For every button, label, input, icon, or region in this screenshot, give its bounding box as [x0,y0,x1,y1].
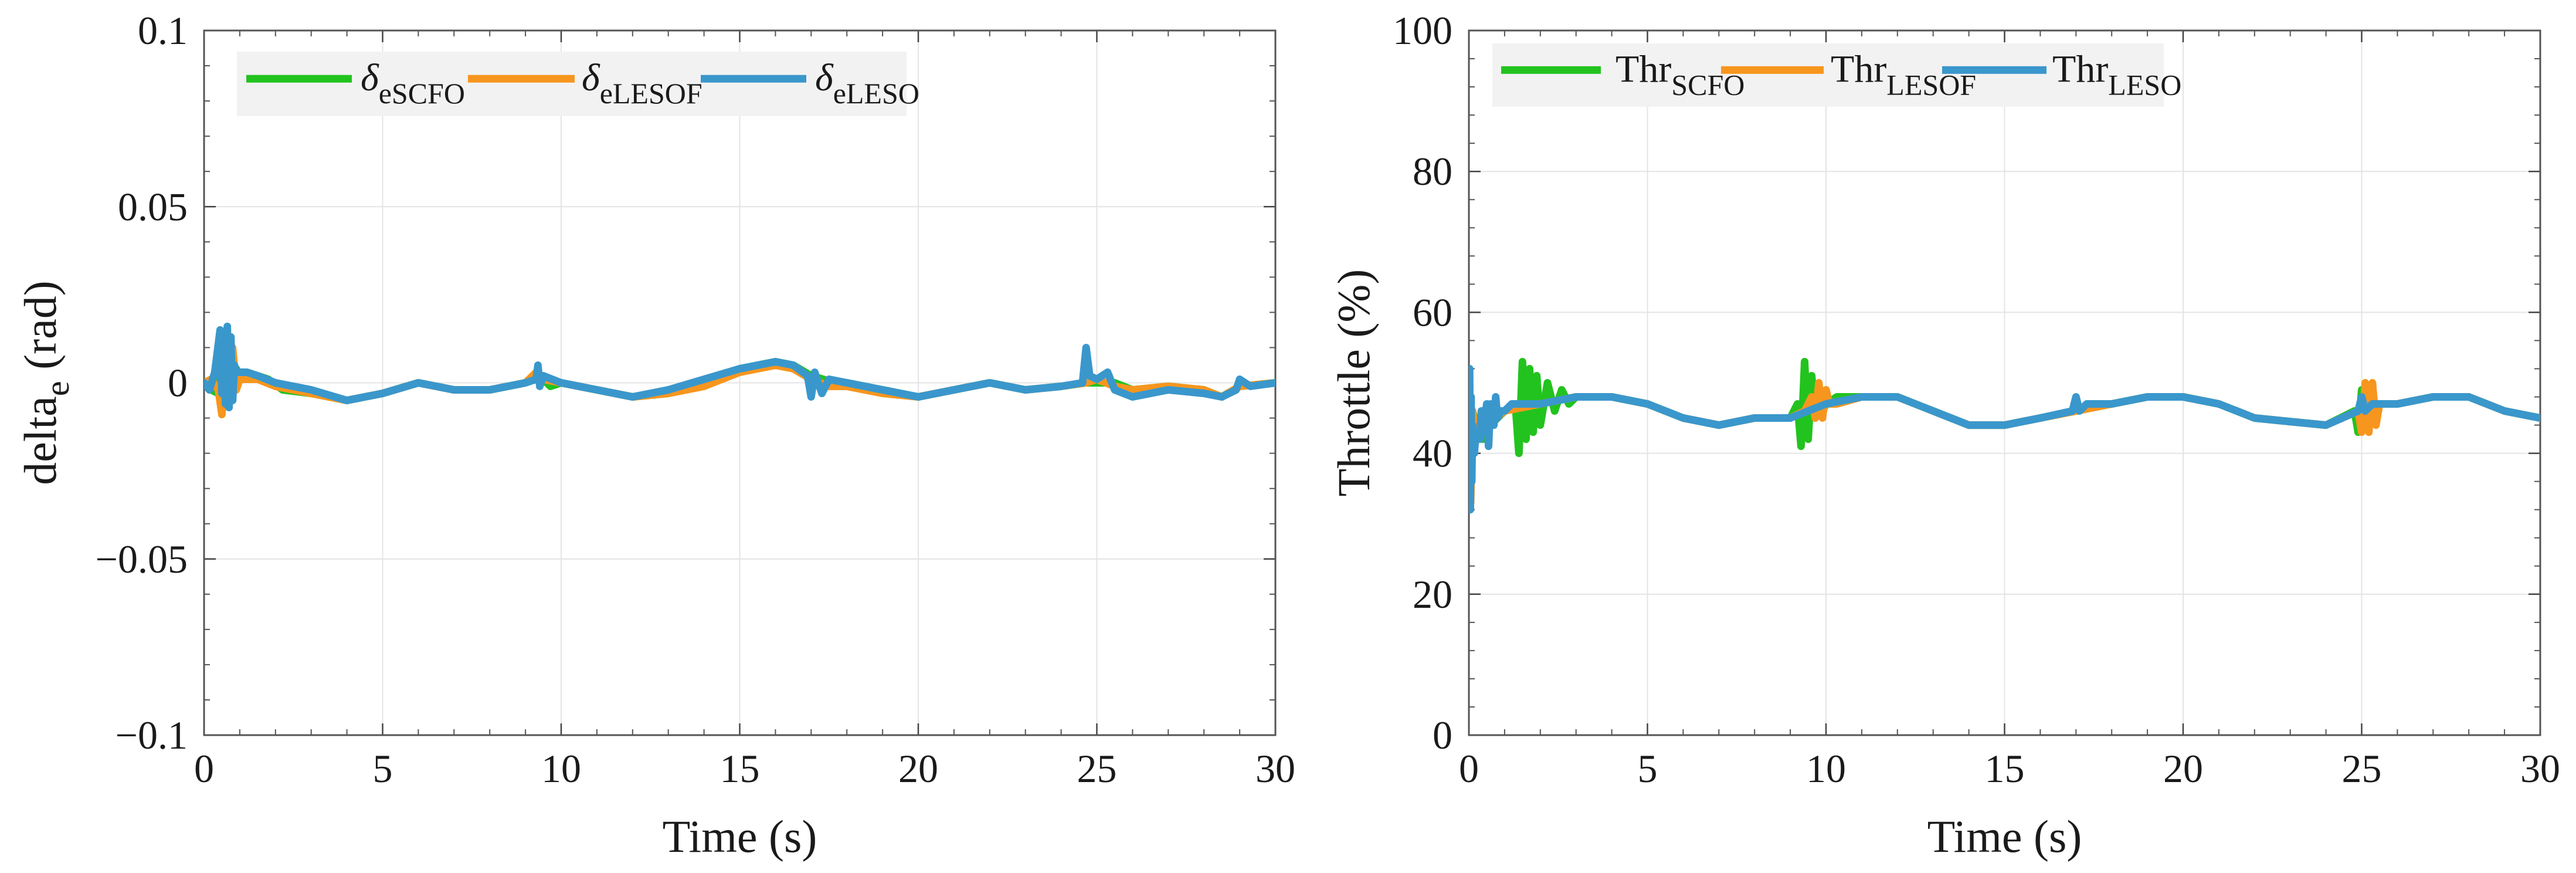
x-axis-title: Time (s) [663,811,817,862]
x-axis-title: Time (s) [1927,811,2082,862]
legend: ThrSCFO ThrLESOF ThrLESO [1492,43,2181,107]
x-tick-label: 5 [373,746,393,791]
y-tick-label: 40 [1413,431,1452,476]
x-tick-label: 20 [898,746,938,791]
x-tick-label: 10 [1806,746,1846,791]
x-tick-label: 20 [2163,746,2203,791]
x-tick-label: 30 [2520,746,2560,791]
legend-box [1492,43,2164,107]
x-tick-label: 15 [1985,746,2025,791]
legend-label-leso: ThrLESO [2052,48,2181,101]
x-tick-label: 25 [1077,746,1117,791]
series-line-leso [1469,365,2540,514]
legend-box [237,52,907,116]
y-tick-label: 100 [1393,8,1452,53]
x-tick-label: 25 [2342,746,2382,791]
y-tick-label: 60 [1413,290,1452,334]
series-group [1469,358,2540,514]
y-tick-label: 80 [1413,149,1452,194]
legend-label-escfo: δeSCFO [361,56,465,110]
y-tick-label: 0.1 [138,8,188,53]
legend-label-scfo: ThrSCFO [1615,48,1745,101]
x-tick-label: 30 [1255,746,1295,791]
legend-label-eleso: δeLESO [815,56,919,110]
x-tick-label: 0 [1459,746,1479,791]
legend-label-elesof: δeLESOF [582,56,702,110]
legend: δeSCFO δeLESOF δeLESO [237,52,919,116]
chart-delta-e: 0 5 10 15 20 25 30 −0.1 −0.05 0 0.05 0.1 Time (s) del… [15,8,1295,862]
series-line-eleso [204,322,1275,411]
y-tick-label: 20 [1413,572,1452,617]
y-tick-label: 0 [1433,713,1452,757]
y-tick-label: 0 [168,361,188,405]
y-tick-label: 0.05 [118,184,188,229]
y-axis-title: Throttle (%) [1328,269,1379,497]
series-group [204,322,1275,418]
chart-throttle: 0 5 10 15 20 25 30 0 20 40 60 80 100 Time (s) Throttle… [1328,8,2560,862]
y-axis-title: deltae (rad) [15,280,76,485]
x-tick-label: 10 [541,746,581,791]
x-tick-label: 0 [194,746,214,791]
y-tick-label: −0.05 [96,537,188,581]
x-tick-label: 15 [720,746,760,791]
x-tick-label: 5 [1638,746,1658,791]
y-tick-label: −0.1 [116,713,188,757]
